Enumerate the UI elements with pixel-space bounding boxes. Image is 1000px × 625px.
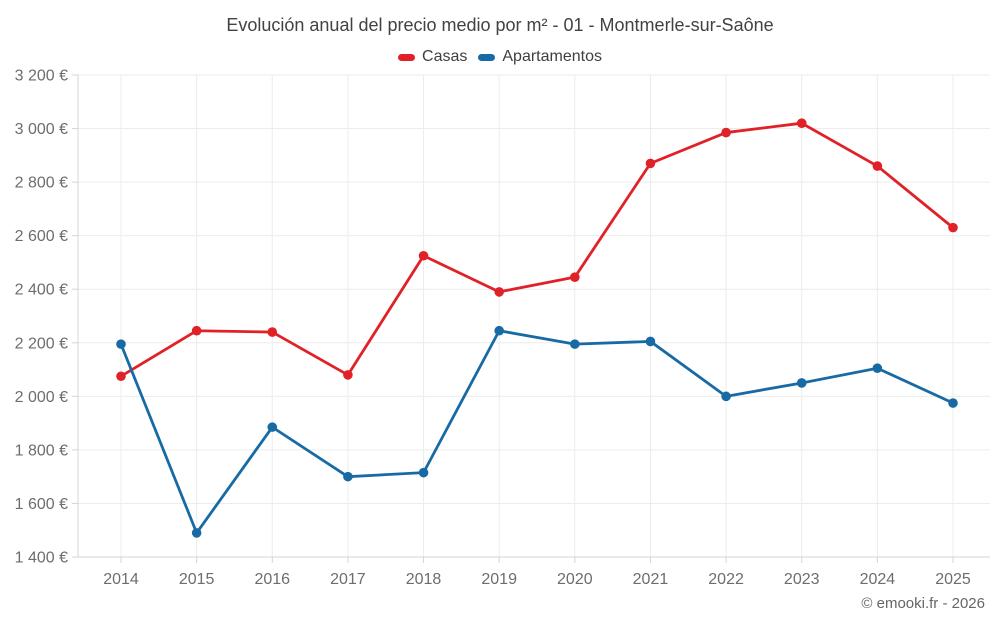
data-point-casas-2023[interactable]: [796, 118, 807, 128]
x-tick-label: 2022: [708, 571, 744, 588]
x-tick-label: 2024: [860, 571, 896, 588]
legend: Casas Apartamentos: [0, 46, 1000, 68]
data-point-casas-2019[interactable]: [494, 287, 504, 297]
data-point-apartamentos-2025[interactable]: [948, 398, 958, 408]
legend-swatch-casas-icon: [398, 53, 416, 61]
data-point-casas-2022[interactable]: [721, 127, 731, 138]
data-point-apartamentos-2022[interactable]: [721, 391, 731, 402]
data-point-apartamentos-2021[interactable]: [645, 336, 656, 347]
x-tick-label: 2021: [633, 571, 669, 588]
x-tick-label: 2020: [557, 571, 593, 588]
y-tick-label: 2 400 €: [15, 282, 68, 299]
legend-item-apartamentos[interactable]: Apartamentos: [478, 48, 602, 66]
data-point-casas-2017[interactable]: [343, 370, 353, 380]
chart-title: Evolución anual del precio medio por m² …: [226, 15, 774, 35]
data-point-apartamentos-2019[interactable]: [494, 325, 504, 336]
data-point-casas-2025[interactable]: [948, 222, 958, 233]
x-tick-label: 2016: [254, 571, 290, 588]
y-tick-label: 3 200 €: [15, 68, 68, 85]
data-point-apartamentos-2024[interactable]: [872, 363, 883, 374]
y-tick-label: 3 000 €: [15, 121, 68, 138]
data-point-casas-2021[interactable]: [645, 158, 656, 169]
y-tick-label: 2 000 €: [15, 389, 68, 406]
series-line-casas: [119, 121, 955, 378]
data-point-casas-2024[interactable]: [872, 161, 883, 171]
data-point-apartamentos-2014[interactable]: [116, 339, 126, 349]
x-tick-label: 2014: [103, 571, 139, 588]
data-point-casas-2014[interactable]: [116, 371, 126, 382]
series-line-apartamentos: [119, 329, 955, 535]
x-tick-label: 2017: [330, 571, 366, 588]
data-point-apartamentos-2020[interactable]: [570, 339, 580, 349]
data-point-apartamentos-2023[interactable]: [796, 378, 807, 388]
legend-label-casas: Casas: [422, 48, 468, 65]
x-tick-label: 2019: [481, 571, 517, 588]
data-point-apartamentos-2017[interactable]: [343, 471, 353, 482]
legend-label-apartamentos: Apartamentos: [502, 48, 602, 65]
y-tick-label: 2 800 €: [15, 175, 68, 192]
data-point-apartamentos-2015[interactable]: [191, 528, 202, 538]
copyright: © emooki.fr - 2026: [861, 595, 985, 612]
x-tick-label: 2018: [406, 571, 442, 588]
y-tick-label: 1 800 €: [15, 442, 68, 459]
data-point-apartamentos-2016[interactable]: [267, 422, 278, 432]
y-tick-label: 2 200 €: [15, 335, 68, 352]
data-point-apartamentos-2018[interactable]: [418, 467, 429, 478]
legend-item-casas[interactable]: Casas: [398, 48, 467, 66]
y-tick-label: 1 600 €: [15, 496, 68, 513]
data-point-casas-2015[interactable]: [191, 325, 202, 336]
data-point-casas-2016[interactable]: [267, 327, 278, 337]
data-point-casas-2020[interactable]: [570, 272, 580, 282]
data-point-casas-2018[interactable]: [418, 250, 429, 261]
legend-swatch-apartamentos-icon: [478, 53, 496, 61]
x-tick-label: 2015: [179, 571, 215, 588]
y-tick-label: 2 600 €: [15, 228, 68, 245]
y-tick-label: 1 400 €: [15, 550, 68, 567]
x-tick-label: 2023: [784, 571, 820, 588]
x-tick-label: 2025: [935, 571, 971, 588]
